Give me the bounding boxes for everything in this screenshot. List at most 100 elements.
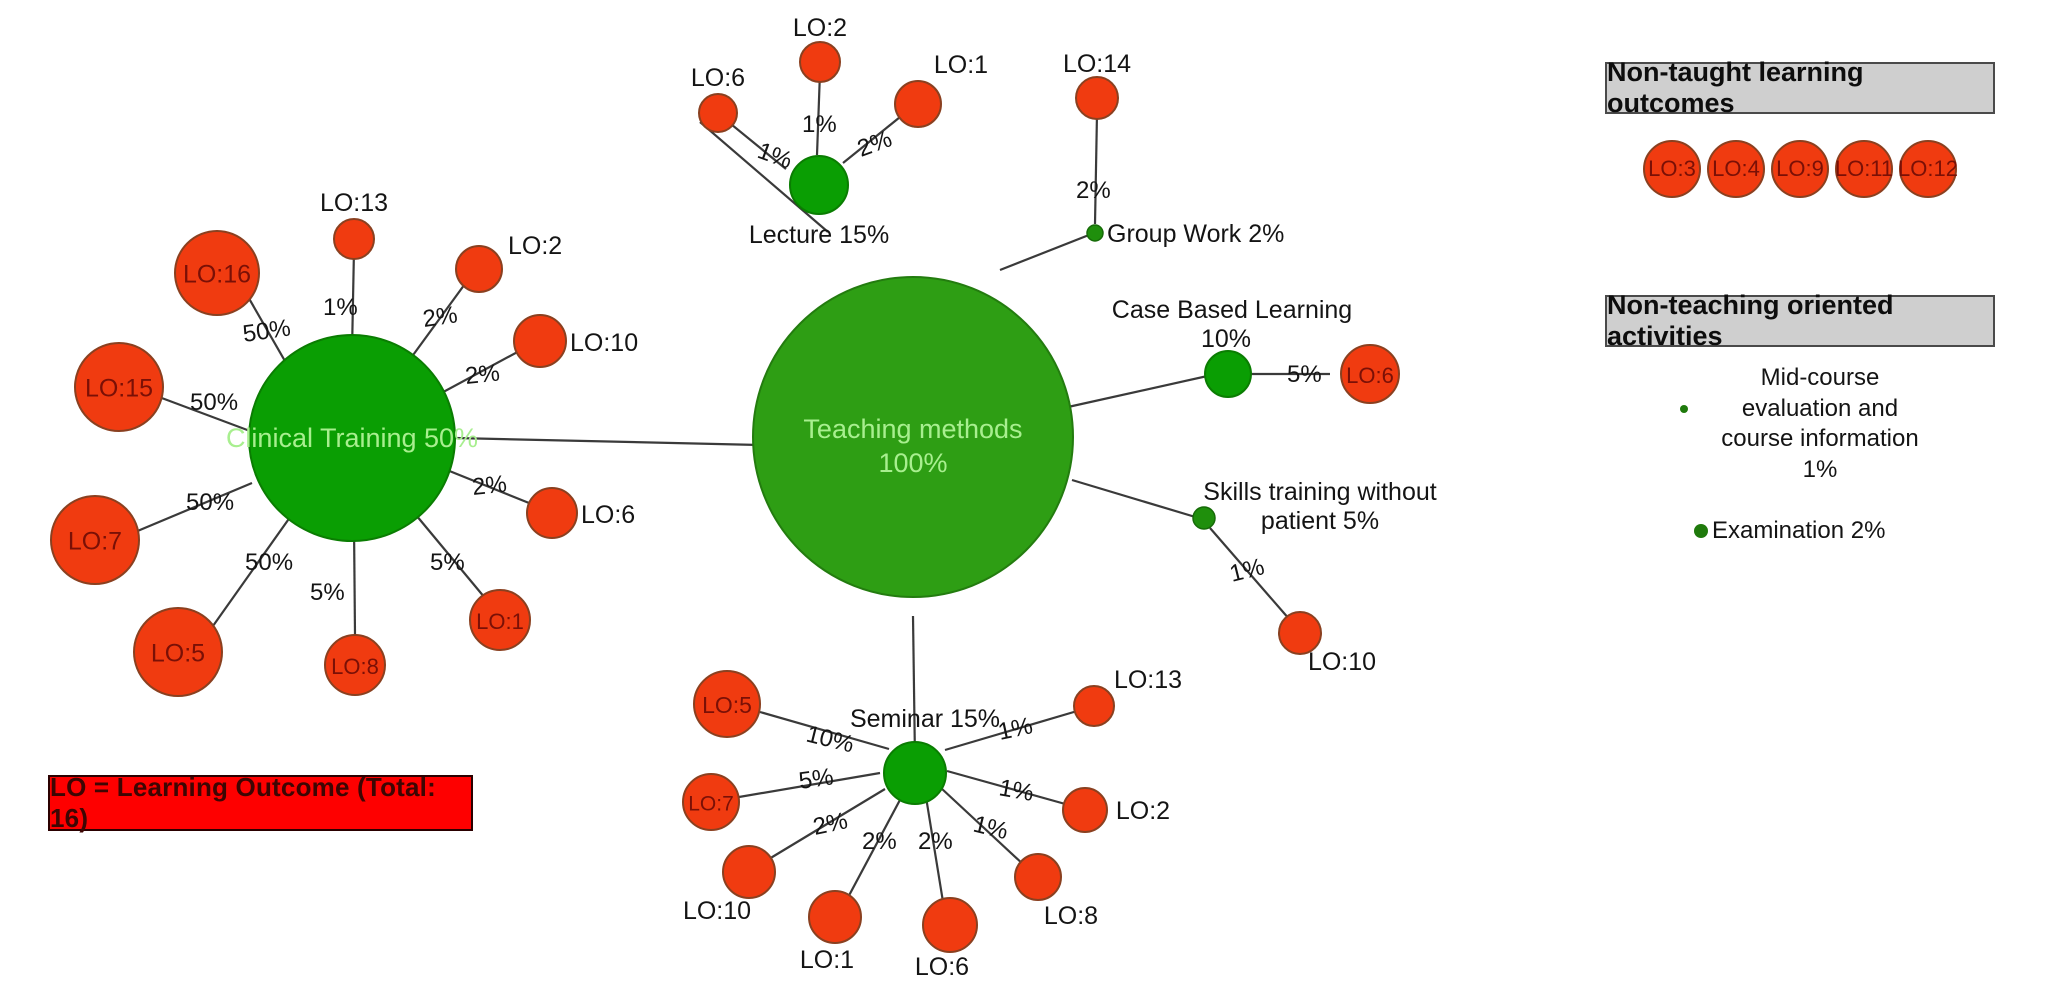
mid-course-line3: course information: [1721, 425, 1919, 453]
node-teaching-methods[interactable]: Teaching methods 100%: [752, 276, 1074, 598]
edge-center-lecture: [699, 121, 829, 233]
node-group-lo14[interactable]: [1075, 76, 1119, 120]
cluster-clinical-training: Clinical Training 50% LO:16 50% LO:15 50…: [50, 189, 638, 697]
node-clinical-lo6[interactable]: [526, 487, 578, 539]
node-clinical-lo5[interactable]: [133, 607, 223, 697]
skills-training-label-line1: Skills training without: [1203, 478, 1436, 506]
weight-st-lo10: 1%: [1227, 553, 1267, 588]
edge-center-clinical: [454, 436, 761, 447]
edge-seminar-lo1: [844, 797, 902, 904]
node-clinical-lo8[interactable]: [324, 634, 386, 696]
edge-seminar-lo2: [946, 769, 1077, 809]
label-clinical-lo16: LO:16: [183, 261, 251, 289]
weight-ct-lo16: 50%: [241, 315, 292, 348]
lecture-circle[interactable]: [789, 155, 849, 215]
legend-item-examination: Examination 2%: [1712, 517, 1886, 544]
label-seminar-lo2: LO:2: [1116, 797, 1170, 825]
label-group-lo14: LO:14: [1063, 50, 1131, 78]
label-clinical-lo6: LO:6: [581, 501, 635, 529]
node-clinical-lo7[interactable]: [50, 495, 140, 585]
node-seminar-lo6[interactable]: [922, 897, 978, 953]
label-seminar-lo7: LO:7: [688, 793, 734, 816]
edge-ct-lo7: [127, 481, 253, 537]
edge-ct-lo2: [407, 276, 471, 363]
label-clinical-lo5: LO:5: [151, 640, 205, 668]
node-lecture-lo1[interactable]: [894, 80, 942, 128]
node-clinical-lo2[interactable]: [455, 245, 503, 293]
weight-ct-lo10: 2%: [464, 359, 501, 389]
weight-ct-lo13: 1%: [323, 294, 358, 321]
legend-lo-4[interactable]: LO:4: [1707, 140, 1765, 198]
node-clinical-lo13[interactable]: [333, 218, 375, 260]
group-work-circle[interactable]: [1086, 224, 1104, 242]
legend-non-teaching-header: Non-teaching oriented activities: [1605, 290, 1995, 351]
lecture-label: Lecture 15%: [749, 221, 889, 249]
mid-course-line2: evaluation and: [1741, 394, 1899, 422]
node-seminar-lo8[interactable]: [1014, 853, 1062, 901]
node-seminar-lo1[interactable]: [808, 890, 862, 944]
weight-sem-lo7: 5%: [797, 763, 835, 795]
weight-sem-lo10: 2%: [811, 807, 851, 841]
label-seminar-lo6: LO:6: [915, 953, 969, 981]
teaching-methods-circle[interactable]: [752, 276, 1074, 598]
weight-sem-lo13: 1%: [996, 712, 1036, 746]
group-work-label: Group Work 2%: [1107, 220, 1284, 248]
node-clinical-lo16[interactable]: [174, 230, 260, 316]
clinical-training-circle[interactable]: [248, 334, 456, 542]
weight-ct-lo8: 5%: [310, 579, 345, 606]
label-lecture-lo6: LO:6: [691, 64, 745, 92]
legend-lo-12[interactable]: LO:12: [1898, 140, 1958, 198]
cluster-lecture: Lecture 15% LO:6 1% LO:2 1% LO:1 2%: [691, 14, 988, 249]
edge-lecture-lo6: [725, 119, 787, 170]
weight-ct-lo5: 50%: [245, 549, 293, 576]
node-seminar-lo10[interactable]: [722, 845, 776, 899]
mid-course-line4: 1%: [1802, 456, 1838, 484]
node-clinical-lo10[interactable]: [513, 314, 567, 368]
node-lecture-lo2[interactable]: [799, 41, 841, 83]
label-skills-lo10: LO:10: [1308, 648, 1376, 676]
label-lecture-lo1: LO:1: [934, 51, 988, 79]
cluster-case-based-learning: Case Based Learning 10% LO:6 5%: [1112, 296, 1400, 404]
node-cbl-lo6[interactable]: [1340, 344, 1400, 404]
edge-seminar-lo7: [738, 771, 881, 799]
weight-lec-lo2: 1%: [802, 111, 837, 138]
edge-ct-lo5: [207, 512, 294, 634]
node-seminar-lo13[interactable]: [1073, 685, 1115, 727]
node-seminar-lo7[interactable]: [682, 773, 740, 831]
weight-ct-lo1: 5%: [430, 549, 465, 576]
edge-ct-lo8: [352, 524, 357, 636]
weight-sem-lo2: 1%: [997, 774, 1036, 807]
case-based-learning-circle[interactable]: [1204, 350, 1252, 398]
edge-groupwork-lo14: [1093, 112, 1099, 225]
edge-center-groupwork: [999, 231, 1095, 272]
node-skills-lo10[interactable]: [1278, 611, 1322, 655]
label-seminar-lo13: LO:13: [1114, 666, 1182, 694]
label-clinical-lo15: LO:15: [85, 375, 153, 403]
weight-sem-lo1: 2%: [862, 828, 897, 855]
node-clinical-lo15[interactable]: [74, 342, 164, 432]
edge-seminar-lo8: [940, 787, 1026, 867]
edge-center-cbl: [1067, 373, 1213, 409]
legend-lo-9[interactable]: LO:9: [1771, 140, 1829, 198]
label-cbl-lo6: LO:6: [1346, 363, 1394, 388]
label-seminar-lo10: LO:10: [683, 897, 751, 925]
label-clinical-lo1: LO:1: [476, 609, 524, 634]
label-seminar-lo5: LO:5: [702, 692, 752, 718]
label-clinical-lo7: LO:7: [68, 528, 122, 556]
node-lecture-lo6[interactable]: [698, 93, 738, 133]
legend-lo-11[interactable]: LO:11: [1835, 140, 1893, 198]
node-seminar-lo2[interactable]: [1062, 787, 1108, 833]
edge-seminar-lo6: [924, 796, 946, 909]
legend-lo-3[interactable]: LO:3: [1643, 140, 1701, 198]
label-lecture-lo2: LO:2: [793, 14, 847, 42]
edge-lecture-lo2: [815, 71, 822, 156]
legend-non-taught-header: Non-taught learning outcomes: [1605, 57, 1995, 118]
edge-seminar-lo13: [944, 707, 1085, 752]
edge-center-seminar: [911, 615, 917, 761]
seminar-circle[interactable]: [883, 741, 947, 805]
node-seminar-lo5[interactable]: [693, 670, 761, 738]
legend-lo-definition: LO = Learning Outcome (Total: 16): [48, 772, 473, 833]
node-clinical-lo1[interactable]: [469, 589, 531, 651]
clinical-training-label: Clinical Training 50%: [226, 423, 478, 453]
skills-training-circle[interactable]: [1192, 506, 1216, 530]
